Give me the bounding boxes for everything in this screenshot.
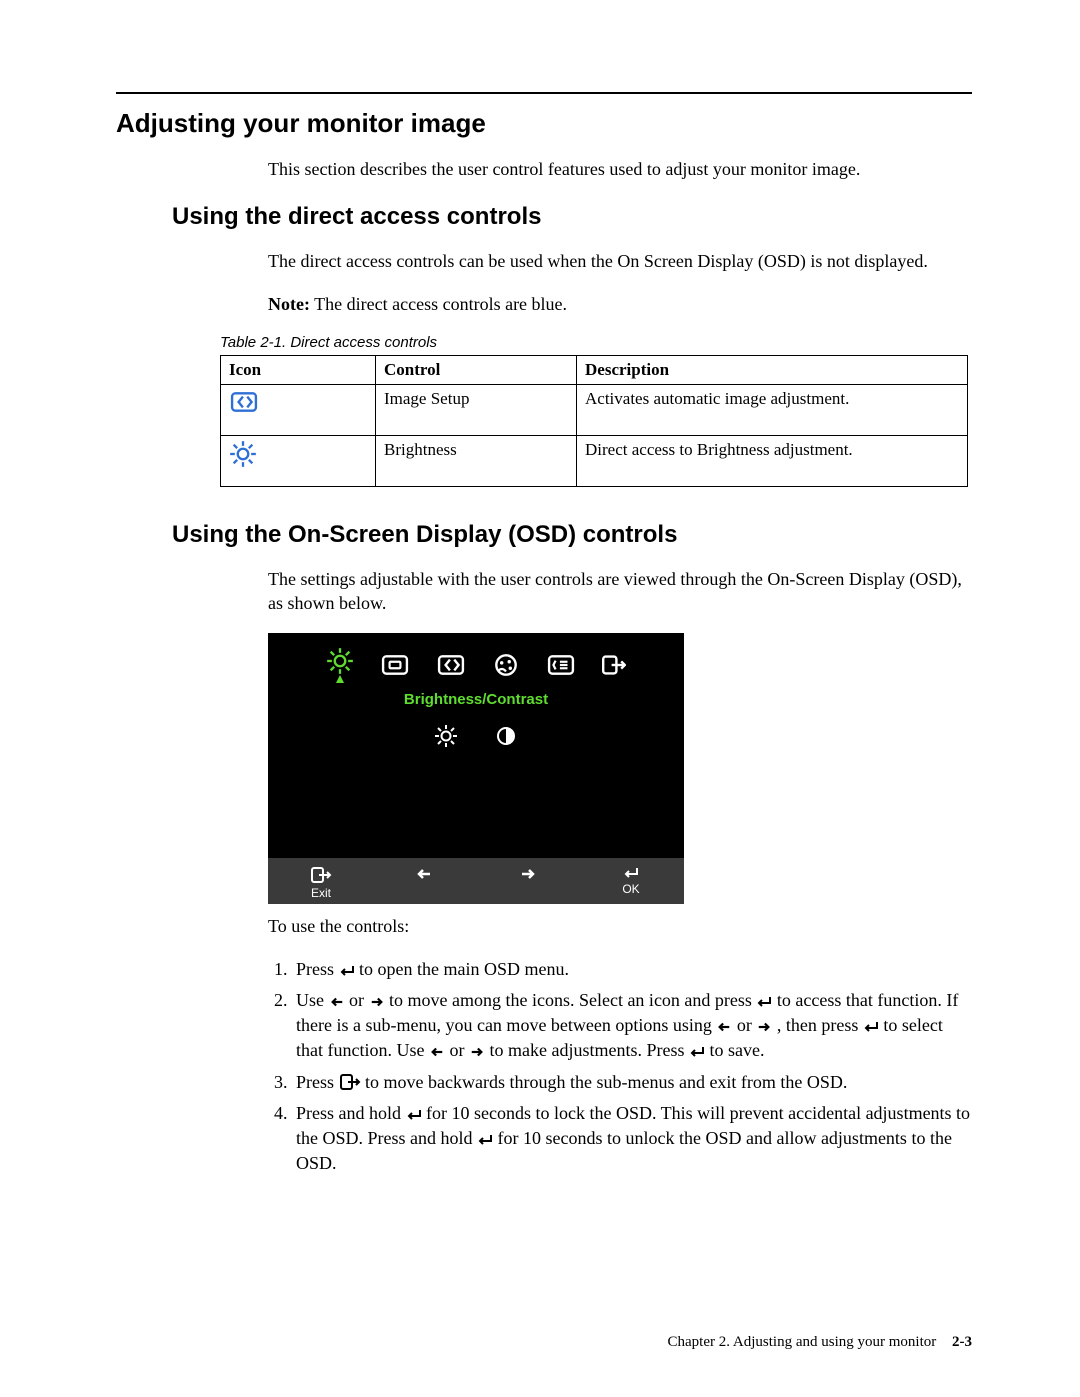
step-text: to make adjustments. Press [489, 1040, 688, 1060]
color-icon [492, 652, 520, 678]
osd-footer-left [399, 866, 449, 900]
cell-desc: Direct access to Brightness adjustment. [577, 435, 968, 486]
step-text: to save. [709, 1040, 764, 1060]
arrow-left-icon [329, 995, 345, 1009]
image-setup-icon [229, 389, 259, 415]
step-2: Use or to move among the icons. Select a… [292, 988, 972, 1064]
footer-chapter: Chapter 2. Adjusting and using your moni… [668, 1334, 937, 1350]
arrow-left-icon [716, 1020, 732, 1034]
note-text: The direct access controls are blue. [310, 294, 567, 314]
image-position-icon [380, 652, 410, 678]
page-footer: Chapter 2. Adjusting and using your moni… [668, 1334, 972, 1351]
step-text: to open the main OSD menu. [359, 959, 569, 979]
osd-footer-exit: Exit [296, 866, 346, 900]
cell-icon-image-setup [221, 384, 376, 435]
table-row: Image Setup Activates automatic image ad… [221, 384, 968, 435]
exit-icon [602, 654, 626, 676]
enter-icon [863, 1020, 879, 1034]
arrow-right-icon [756, 1020, 772, 1034]
enter-icon [756, 995, 772, 1009]
exit-icon [339, 1073, 361, 1091]
cell-icon-brightness [221, 435, 376, 486]
contrast-icon [494, 724, 518, 748]
page: Adjusting your monitor image This sectio… [0, 0, 1080, 1397]
osd-top-row [268, 633, 684, 691]
th-control: Control [376, 355, 577, 384]
top-rule [116, 92, 972, 94]
osd-paragraph: The settings adjustable with the user co… [268, 567, 972, 616]
step-text: , then press [777, 1015, 863, 1035]
cell-control: Image Setup [376, 384, 577, 435]
table-row: Brightness Direct access to Brightness a… [221, 435, 968, 486]
steps-list: Press to open the main OSD menu. Use or … [268, 957, 972, 1177]
step-text: Press [296, 1072, 339, 1092]
osd-footer-right [503, 866, 553, 900]
step-text: Press and hold [296, 1103, 406, 1123]
direct-access-table: Icon Control Description Image Setup Act… [220, 355, 968, 487]
step-text: Press [296, 959, 339, 979]
brightness-icon [229, 440, 257, 468]
step-text: to move backwards through the sub-menus … [365, 1072, 847, 1092]
osd-active-label: Brightness/Contrast [268, 691, 684, 718]
enter-icon [406, 1108, 422, 1122]
osd-panel: Brightness/Contrast Exit OK [268, 633, 684, 904]
arrow-left-icon [415, 866, 433, 882]
options-icon [546, 652, 576, 678]
table-header-row: Icon Control Description [221, 355, 968, 384]
direct-paragraph: The direct access controls can be used w… [268, 249, 972, 273]
enter-icon [339, 964, 355, 978]
image-setup-icon [436, 652, 466, 678]
arrow-right-icon [519, 866, 537, 882]
osd-footer-ok: OK [606, 866, 656, 900]
step-3: Press to move backwards through the sub-… [292, 1070, 972, 1095]
step-4: Press and hold for 10 seconds to lock th… [292, 1101, 972, 1177]
footer-page-number: 2-3 [952, 1334, 972, 1350]
enter-icon [622, 866, 640, 880]
step-text: or [449, 1040, 469, 1060]
exit-icon [310, 866, 332, 884]
note-label: Note: [268, 294, 310, 314]
cell-desc: Activates automatic image adjustment. [577, 384, 968, 435]
table-caption: Table 2-1. Direct access controls [220, 334, 972, 351]
steps-intro: To use the controls: [268, 914, 972, 938]
step-text: or [737, 1015, 757, 1035]
osd-mid-row [268, 718, 684, 858]
cell-control: Brightness [376, 435, 577, 486]
osd-footer-row: Exit OK [268, 858, 684, 904]
brightness-icon [434, 724, 458, 748]
step-text: or [349, 990, 369, 1010]
osd-footer-label: Exit [311, 886, 331, 900]
arrow-right-icon [469, 1045, 485, 1059]
step-text: to move among the icons. Select an icon … [389, 990, 756, 1010]
osd-footer-label: OK [622, 882, 639, 896]
osd-icon-brightness [326, 647, 354, 683]
step-1: Press to open the main OSD menu. [292, 957, 972, 982]
heading-main: Adjusting your monitor image [116, 108, 972, 139]
heading-osd: Using the On-Screen Display (OSD) contro… [172, 521, 972, 549]
th-description: Description [577, 355, 968, 384]
indicator-icon [336, 675, 344, 683]
enter-icon [477, 1133, 493, 1147]
arrow-right-icon [369, 995, 385, 1009]
brightness-icon [326, 647, 354, 675]
arrow-left-icon [429, 1045, 445, 1059]
th-icon: Icon [221, 355, 376, 384]
note-line: Note: The direct access controls are blu… [268, 292, 972, 316]
intro-paragraph: This section describes the user control … [268, 157, 972, 181]
heading-direct-access: Using the direct access controls [172, 203, 972, 231]
step-text: Use [296, 990, 329, 1010]
enter-icon [689, 1045, 705, 1059]
